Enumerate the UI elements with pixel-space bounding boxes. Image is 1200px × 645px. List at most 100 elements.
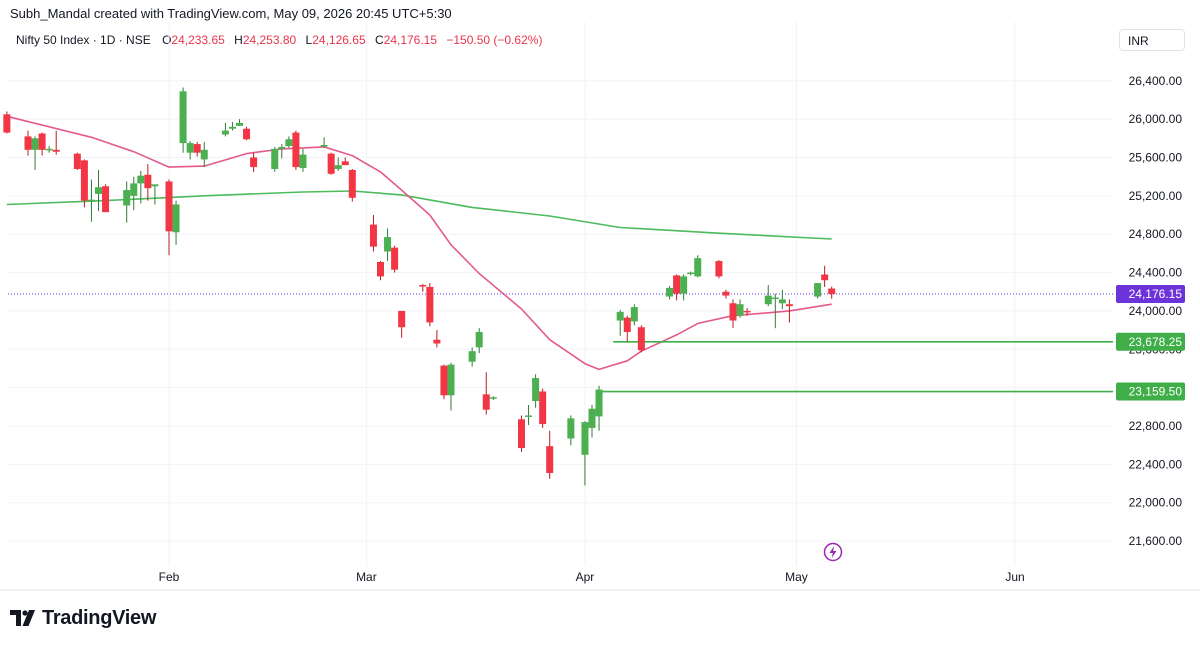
candle xyxy=(694,255,702,278)
horizontal-levels xyxy=(8,293,1113,393)
candle-body xyxy=(3,114,11,133)
candle xyxy=(137,170,145,204)
candle-body xyxy=(482,394,490,410)
candle xyxy=(221,122,229,137)
candle xyxy=(123,181,131,223)
candle-body xyxy=(348,169,356,198)
candle-body xyxy=(271,148,279,169)
candle-body xyxy=(334,165,342,169)
long-moving-average-line xyxy=(6,190,832,240)
candle xyxy=(31,136,39,170)
price-tick-label: 22,000.00 xyxy=(1129,496,1183,510)
tradingview-logo-icon xyxy=(10,610,35,626)
candle xyxy=(687,271,695,276)
candle-body xyxy=(320,145,328,147)
candle xyxy=(193,142,201,157)
candle xyxy=(24,130,32,156)
short-moving-average-line xyxy=(6,115,832,371)
time-tick-label: Feb xyxy=(159,570,180,584)
candle xyxy=(771,293,779,329)
candle-body xyxy=(623,317,631,333)
tradingview-logo[interactable]: TradingView xyxy=(10,605,156,631)
candle xyxy=(729,299,737,329)
currency-selector[interactable]: INR xyxy=(1119,29,1185,51)
candle-body xyxy=(221,130,229,135)
candle xyxy=(595,385,603,431)
candle-body xyxy=(285,139,293,146)
candle-body xyxy=(292,132,300,168)
candle xyxy=(778,289,786,309)
candle xyxy=(426,283,434,327)
last-price-label-bg xyxy=(1116,285,1185,304)
price-tick-label: 24,000.00 xyxy=(1129,304,1183,318)
candle xyxy=(630,304,638,326)
candle-body xyxy=(95,187,102,194)
candle xyxy=(482,372,490,415)
candle-body xyxy=(193,144,201,153)
candle-body xyxy=(771,297,779,299)
candle-body xyxy=(595,389,603,417)
candle-body xyxy=(250,157,258,168)
low-label: L xyxy=(305,33,313,47)
candle-body xyxy=(518,419,525,449)
candle-body xyxy=(151,184,159,187)
price-tick-label: 24,400.00 xyxy=(1129,266,1183,280)
candle-body xyxy=(680,276,688,294)
change-value: −150.50 (−0.62%) xyxy=(446,33,543,47)
candle xyxy=(144,164,152,201)
candle xyxy=(236,119,243,126)
candle xyxy=(341,157,349,166)
candle-body xyxy=(546,446,554,473)
open-label: O xyxy=(162,33,172,47)
candle xyxy=(327,152,335,175)
candle-body xyxy=(616,311,624,321)
candle-body xyxy=(369,224,377,247)
time-tick-label: Mar xyxy=(356,570,377,584)
candle xyxy=(391,245,399,273)
price-axis: 26,400.00 26,000.00 25,600.00 25,200.00 24,8… xyxy=(1116,74,1185,548)
candle xyxy=(736,299,744,318)
candle xyxy=(525,404,533,426)
candle-body xyxy=(278,146,286,149)
candle xyxy=(567,415,575,446)
price-tick-label: 22,800.00 xyxy=(1129,419,1183,433)
candle-body xyxy=(123,190,131,206)
candle xyxy=(673,274,681,301)
candle xyxy=(828,286,836,299)
candle-body xyxy=(778,299,786,304)
candle xyxy=(588,404,596,438)
candle-body xyxy=(384,237,392,252)
candle-body xyxy=(433,339,441,344)
candle-body xyxy=(729,303,737,321)
candle xyxy=(73,152,81,170)
candle xyxy=(348,168,356,202)
candle xyxy=(292,130,300,170)
candle xyxy=(320,137,328,148)
candle-body xyxy=(539,391,547,425)
symbol-label[interactable]: Nifty 50 Index · 1D · NSE xyxy=(16,33,151,47)
candle-body xyxy=(73,153,81,169)
candle xyxy=(369,215,377,252)
candle xyxy=(616,309,624,336)
candle-body xyxy=(391,247,399,270)
candle xyxy=(532,374,540,408)
price-tick-label: 22,400.00 xyxy=(1129,457,1183,471)
candle xyxy=(278,144,286,159)
price-tick-label: 25,200.00 xyxy=(1129,189,1183,203)
candle-body xyxy=(673,275,681,294)
lightning-icon[interactable] xyxy=(823,542,843,562)
candle xyxy=(186,141,194,160)
candle-body xyxy=(630,307,638,322)
candle xyxy=(334,157,342,171)
candle-body xyxy=(165,181,173,232)
candle xyxy=(743,308,751,316)
candle xyxy=(299,148,307,172)
tradingview-wordmark: TradingView xyxy=(42,606,157,629)
price-tick-label: 25,600.00 xyxy=(1129,150,1183,164)
candle-body xyxy=(426,286,434,323)
candle-body xyxy=(172,204,180,233)
candle-body xyxy=(447,364,455,396)
last-price-label: 24,176.15 xyxy=(1129,287,1183,301)
level-price-label-bg xyxy=(1116,332,1185,351)
